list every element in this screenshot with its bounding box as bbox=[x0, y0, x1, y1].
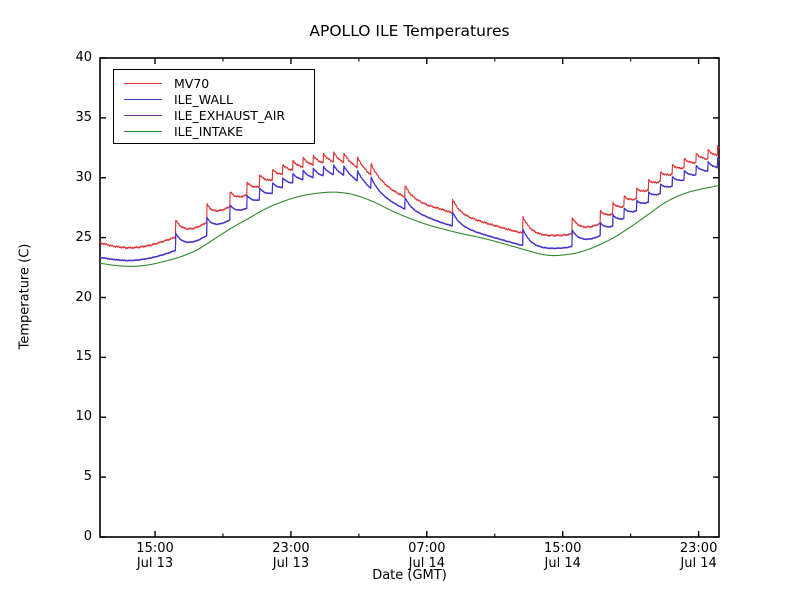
y-tick-label: 30 bbox=[75, 169, 92, 185]
series-line-mv70 bbox=[99, 144, 720, 250]
legend-label: ILE_WALL bbox=[174, 91, 233, 107]
x-tick-label: Jul 14 bbox=[544, 556, 581, 571]
chart-title: APOLLO ILE Temperatures bbox=[309, 22, 510, 40]
legend-label: MV70 bbox=[174, 75, 210, 91]
legend-item: ILE_WALL bbox=[124, 91, 314, 107]
x-tick-label: 23:00 bbox=[272, 541, 310, 556]
x-tick-label: Jul 13 bbox=[272, 556, 310, 571]
legend-item: ILE_EXHAUST_AIR bbox=[124, 107, 314, 123]
legend-swatch-mv70 bbox=[124, 82, 162, 84]
x-tick-label: 15:00 bbox=[543, 541, 582, 556]
legend-swatch-ile-wall bbox=[124, 98, 162, 100]
x-tick-label: Jul 13 bbox=[136, 556, 174, 571]
legend-label: ILE_EXHAUST_AIR bbox=[174, 107, 286, 123]
x-tick-label: Jul 14 bbox=[680, 556, 717, 571]
y-tick-label: 20 bbox=[75, 289, 92, 305]
y-tick-label: 10 bbox=[75, 409, 92, 425]
series-line-ile_intake bbox=[99, 184, 720, 267]
y-tick-label: 5 bbox=[83, 469, 92, 485]
x-tick-label: 23:00 bbox=[679, 541, 718, 556]
y-tick-label: 25 bbox=[75, 229, 92, 245]
x-tick-label: 07:00 bbox=[408, 541, 446, 556]
y-tick-label: 35 bbox=[75, 109, 92, 125]
legend: MV70 ILE_WALL ILE_EXHAUST_AIR ILE_INTAKE bbox=[113, 69, 315, 144]
y-tick-label: 15 bbox=[75, 349, 92, 365]
legend-item: ILE_INTAKE bbox=[124, 123, 314, 139]
series-line-ile_wall bbox=[99, 157, 720, 262]
legend-swatch-ile-intake bbox=[124, 130, 162, 132]
y-tick-label: 40 bbox=[75, 50, 92, 65]
x-tick-label: 15:00 bbox=[136, 541, 174, 556]
x-axis-label: Date (GMT) bbox=[372, 568, 447, 583]
y-tick-label: 0 bbox=[83, 529, 92, 544]
legend-swatch-ile-exhaust-air bbox=[124, 114, 162, 116]
legend-item: MV70 bbox=[124, 75, 314, 91]
legend-label: ILE_INTAKE bbox=[174, 123, 244, 139]
x-tick-label: Jul 14 bbox=[408, 556, 445, 571]
